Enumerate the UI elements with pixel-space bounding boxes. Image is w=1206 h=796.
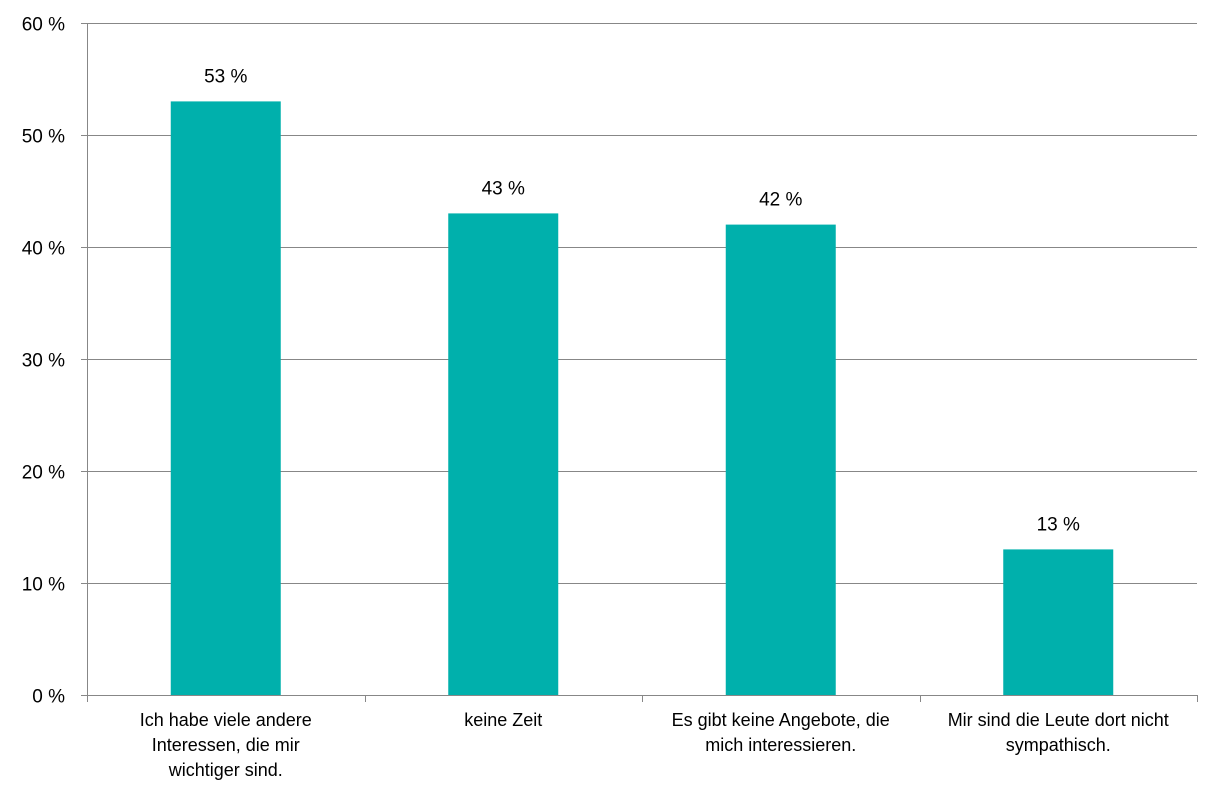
y-tick-label: 40 %	[22, 239, 65, 260]
data-label: 13 %	[1037, 514, 1080, 535]
x-tick-label: Ich habe viele andere Interessen, die mir…	[87, 708, 365, 783]
y-tick-label: 50 %	[22, 127, 65, 148]
y-tick-label: 0 %	[32, 687, 65, 708]
bar	[448, 213, 559, 695]
y-tick-label: 60 %	[22, 15, 65, 36]
bar	[725, 224, 836, 695]
data-label: 53 %	[204, 66, 247, 87]
data-label: 42 %	[759, 190, 802, 211]
x-tick-label: keine Zeit	[364, 708, 642, 733]
y-tick-label: 10 %	[22, 575, 65, 596]
x-tick-label-line: keine Zeit	[464, 710, 543, 730]
y-tick-label: 30 %	[22, 351, 65, 372]
x-tick-label-line: Es gibt keine Angebote, die	[671, 710, 890, 730]
x-tick-label-line: Interessen, die mir	[151, 735, 300, 755]
bar	[170, 101, 281, 695]
x-tick-label-line: Ich habe viele andere	[139, 710, 312, 730]
x-tick-label-line: mich interessieren.	[705, 735, 857, 755]
labels: 0 % 10 % 20 % 30 % 40 % 50 % 60 % 53 % 43 % 42 % 1…	[22, 15, 1080, 708]
x-tick-label-line: wichtiger sind.	[168, 760, 283, 780]
bars	[170, 101, 1114, 695]
y-tick-label: 20 %	[22, 463, 65, 484]
bar	[1003, 549, 1114, 695]
axes	[81, 23, 1198, 702]
x-tick-label-line: sympathisch.	[1005, 735, 1111, 755]
x-tick-label-line: Mir sind die Leute dort nicht	[947, 710, 1169, 730]
data-label: 43 %	[482, 178, 525, 199]
x-tick-label: Mir sind die Leute dort nicht sympathisch…	[919, 708, 1197, 758]
x-tick-label: Es gibt keine Angebote, die mich interess…	[642, 708, 920, 758]
